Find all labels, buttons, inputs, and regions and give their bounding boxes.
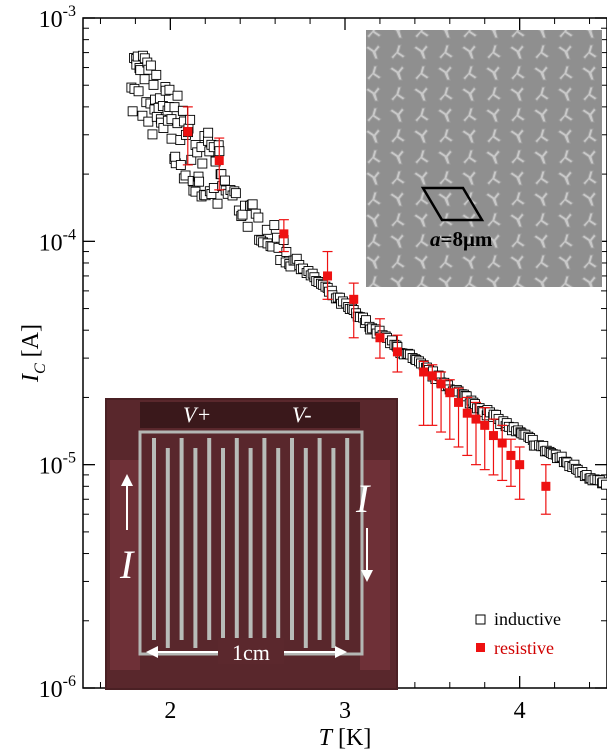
meander-strip [234,438,239,640]
resistive-point [375,333,385,343]
meander-strip [276,448,281,648]
inductive-point [242,221,253,232]
meander-strip [152,438,156,640]
meander-strip [331,448,336,648]
inductive-point [269,220,280,231]
inductive-point [177,105,188,116]
voltage-minus-label: V- [292,402,312,427]
y-axis-label: IC [A] [18,324,49,383]
inductive-point [194,176,205,187]
inductive-point [148,79,159,90]
inductive-point [180,170,191,181]
inductive-point [127,106,138,117]
inductive-point [147,129,158,140]
resistive-point [323,271,333,281]
meander-strip [345,438,350,640]
resistive-point [480,420,490,430]
meander-strip [303,448,308,648]
meander-strip [179,438,184,640]
inductive-point [172,90,183,101]
inductive-point [143,116,154,127]
legend-label-inductive: inductive [494,609,561,629]
resistive-point [427,371,437,381]
inductive-point [208,183,219,193]
resistive-point [183,127,193,137]
resistive-point [462,408,472,418]
inductive-point [212,198,223,209]
inductive-point [169,102,180,113]
resistive-point [454,397,464,407]
meander-strip [165,448,170,648]
resistive-point [506,450,516,460]
resistive-point [445,388,455,398]
inductive-point [164,84,175,95]
inductive-point [151,69,162,80]
y-tick-label: 10-6 [39,673,76,703]
sem-image [366,30,602,287]
inductive-point [253,212,264,223]
inductive-point [170,151,181,162]
inductive-point [230,188,241,199]
x-tick-label: 4 [514,698,526,724]
inductive-point [197,158,208,169]
inductive-point [219,175,230,186]
voltage-plus-label: V+ [183,402,211,427]
legend: inductive resistive [475,609,561,658]
resistive-point [515,460,525,470]
resistive-point [349,294,359,304]
x-tick-label: 3 [339,698,351,724]
legend-marker-resistive [476,643,485,652]
inductive-point [137,110,148,121]
sem-inset: a=8μm [366,30,602,287]
inductive-point [185,114,196,125]
current-label-right: I [355,476,371,521]
x-tick-labels: 2 3 4 [164,698,525,724]
x-axis-label: T [K] [319,725,372,751]
resistive-point [392,347,402,357]
resistive-point [419,367,429,377]
legend-marker-inductive [475,614,486,625]
resistive-point [488,431,498,441]
meander-strip [221,448,225,648]
current-label-left: I [119,542,135,587]
inductive-point [175,135,186,146]
meander-strip [262,438,267,640]
inductive-point [601,479,607,490]
inductive-point [203,127,214,138]
device-inset: V+ V- I I 1cm [105,398,398,690]
inductive-point [145,60,156,71]
inductive-point [139,74,150,85]
meander-strip [317,438,322,640]
inductive-point [166,133,177,144]
y-tick-label: 10-3 [39,3,76,33]
resistive-point [471,414,481,424]
meander-strip [248,448,253,648]
lattice-constant-label: a=8μm [430,227,493,251]
y-tick-labels: 10-6 10-5 10-4 10-3 [39,3,76,703]
resistive-point [497,438,507,448]
meander-strip [290,438,294,640]
unit-cell-outline [420,186,485,222]
inductive-point [237,209,248,220]
resistive-point [541,481,551,491]
series-resistive [182,106,551,515]
x-tick-label: 2 [164,698,176,724]
legend-label-resistive: resistive [494,638,554,658]
y-tick-label: 10-4 [39,226,76,256]
meander-strip [207,438,212,640]
resistive-point [436,379,446,389]
inductive-point [247,199,258,210]
scale-label: 1cm [232,640,270,665]
y-tick-label: 10-5 [39,450,76,480]
inductive-point [133,86,144,97]
meander-strips [152,438,350,648]
resistive-point [279,229,289,239]
resistive-point [214,156,224,166]
meander-strip [193,448,198,648]
